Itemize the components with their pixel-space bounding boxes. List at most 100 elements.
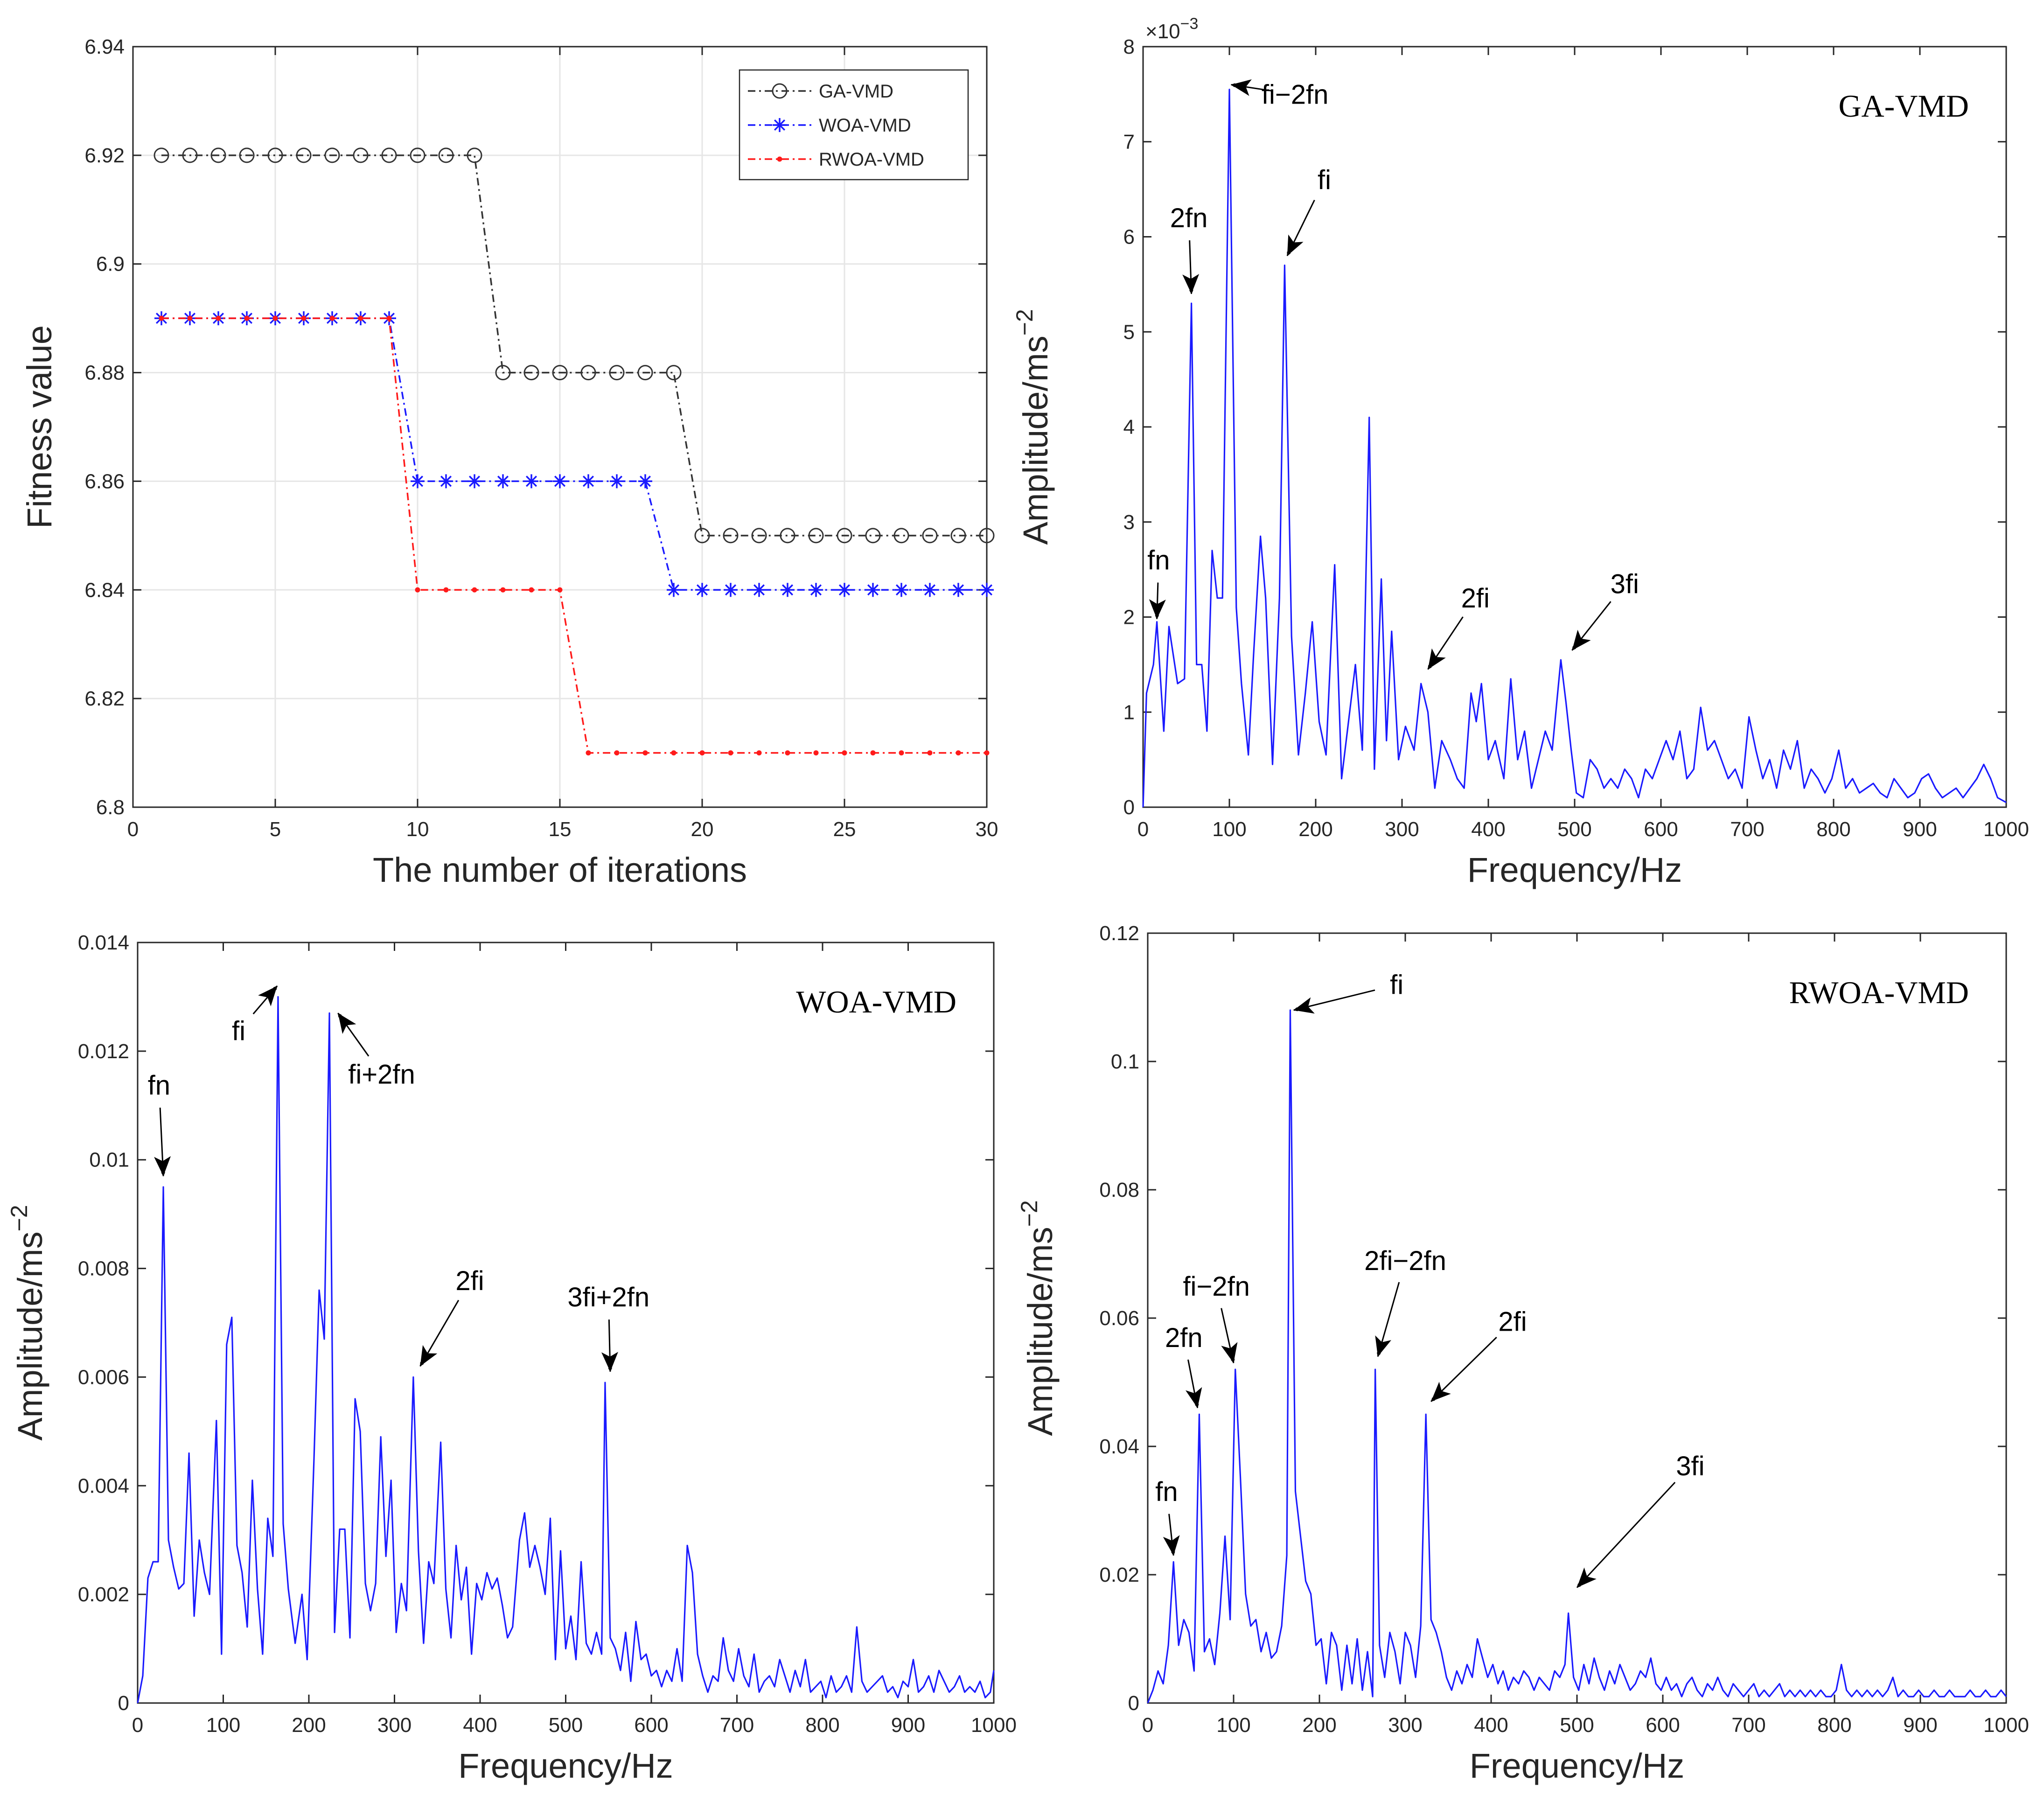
data-point-star (667, 583, 681, 597)
star-stroke (440, 475, 452, 487)
x-axis-label: Frequency/Hz (1470, 1746, 1685, 1785)
annotation-arrowhead (1577, 1567, 1597, 1588)
annotation-arrowhead (1221, 1342, 1238, 1363)
star-stroke (725, 584, 737, 596)
data-point-star (809, 583, 823, 597)
data-point-circle (495, 365, 511, 381)
annotation-label: 3fi+2fn (567, 1282, 649, 1312)
annotation-2fi: 2fi (1427, 583, 1490, 670)
x-tick-label: 0 (1142, 1714, 1153, 1737)
x-tick-label: 900 (891, 1714, 925, 1737)
annotation-label: 3fi (1611, 569, 1639, 600)
legend-label: RWOA-VMD (819, 149, 924, 170)
data-point-dot (500, 587, 506, 593)
annotation-label: fi+2fn (348, 1060, 415, 1090)
star-stroke (838, 584, 851, 596)
fitness-convergence-chart: 0 5 10 15 20 25 30 6.8 6.82 6.84 6.86 6.88 6.9 6.92 6.… (20, 35, 998, 889)
y-tick-label: 6.82 (84, 687, 125, 710)
annotation-label: 2fi−2fn (1364, 1246, 1446, 1276)
x-tick-label: 200 (1302, 1714, 1336, 1737)
data-point-circle (353, 147, 369, 163)
x-tick-label: 600 (634, 1714, 668, 1737)
data-point-dot (216, 315, 221, 321)
annotation-arrowhead (258, 986, 278, 1006)
star-stroke (611, 475, 623, 487)
annotation-fn: fn (1147, 545, 1170, 620)
annotation-arrowhead (1572, 629, 1591, 650)
annotation-fn: fn (1155, 1477, 1180, 1556)
star-stroke (668, 584, 680, 596)
x-tick-label: 600 (1646, 1714, 1680, 1737)
data-point-circle (694, 528, 710, 544)
annotation-label: 2fn (1170, 203, 1208, 233)
data-point-dot (272, 315, 278, 321)
star-stroke (753, 584, 765, 596)
annotation-fi+2fn: fi+2fn (337, 1012, 415, 1090)
annotation-label: fn (1155, 1477, 1178, 1507)
data-point-circle (609, 365, 625, 381)
data-point-dot (728, 750, 733, 756)
data-point-dot (785, 750, 790, 756)
annotation-label: fi−2fn (1262, 79, 1329, 110)
data-point-dot (813, 750, 819, 756)
x-tick-label: 1000 (1983, 818, 2029, 841)
star-stroke (554, 475, 566, 487)
data-point-dot (899, 750, 904, 756)
x-tick-label: 0 (1137, 818, 1149, 841)
data-point-circle (637, 365, 653, 381)
data-point-circle (467, 147, 482, 163)
data-point-circle (324, 147, 340, 163)
data-point-dot (642, 750, 648, 756)
data-point-circle (751, 528, 767, 544)
star-stroke (639, 475, 651, 487)
data-point-dot (777, 156, 782, 162)
annotation-fn: fn (148, 1070, 171, 1177)
data-point-star (496, 474, 510, 489)
annotation-2fi: 2fi (419, 1266, 484, 1367)
y-tick-label: 0.008 (78, 1257, 129, 1280)
panel-title: GA-VMD (1838, 88, 1969, 124)
data-point-dot (358, 315, 363, 321)
data-point-circle (438, 147, 454, 163)
y-axis-label-superscript: −2 (1012, 309, 1038, 335)
annotation-label: fn (1147, 545, 1170, 576)
x-tick-label: 800 (805, 1714, 839, 1737)
annotation-label: 2fi (1461, 583, 1490, 614)
y-tick-label: 7 (1123, 131, 1135, 154)
x-tick-label: 900 (1903, 818, 1937, 841)
star-stroke (468, 475, 481, 487)
annotation-arrowhead (1182, 274, 1200, 294)
data-point-circle (922, 528, 938, 544)
x-tick-label: 20 (691, 818, 714, 841)
y-tick-label: 4 (1123, 416, 1135, 439)
annotation-arrowhead (420, 1345, 438, 1367)
annotation-label: 2fn (1165, 1323, 1203, 1353)
axis-exponent-superscript: −3 (1180, 15, 1199, 33)
legend-item: GA-VMD (748, 81, 893, 102)
x-axis-label: The number of iterations (373, 851, 747, 889)
data-point-star (695, 583, 709, 597)
data-point-dot (557, 587, 563, 593)
star-stroke (525, 475, 537, 487)
annotation-arrow (1576, 1481, 1676, 1588)
x-tick-label: 100 (1212, 818, 1246, 841)
annotation-label: fi (232, 1016, 245, 1047)
x-tick-label: 900 (1903, 1714, 1937, 1737)
data-point-circle (239, 147, 255, 163)
data-point-star (980, 583, 994, 597)
data-point-dot (443, 587, 449, 593)
y-axis-label-superscript: −2 (1016, 1200, 1042, 1227)
star-stroke (981, 584, 993, 596)
data-point-dot (386, 315, 392, 321)
data-point-star (752, 583, 766, 597)
y-tick-label: 0.1 (1111, 1050, 1139, 1073)
annotation-label: fi (1390, 970, 1403, 1000)
x-tick-label: 400 (1474, 1714, 1508, 1737)
star-stroke (774, 119, 786, 131)
y-tick-label: 6.94 (84, 35, 125, 58)
data-point-dot (159, 315, 164, 321)
annotation-arrowhead (1231, 79, 1252, 96)
y-tick-label: 0.01 (89, 1149, 129, 1172)
data-point-dot (415, 587, 420, 593)
y-tick-label: 3 (1123, 511, 1135, 534)
